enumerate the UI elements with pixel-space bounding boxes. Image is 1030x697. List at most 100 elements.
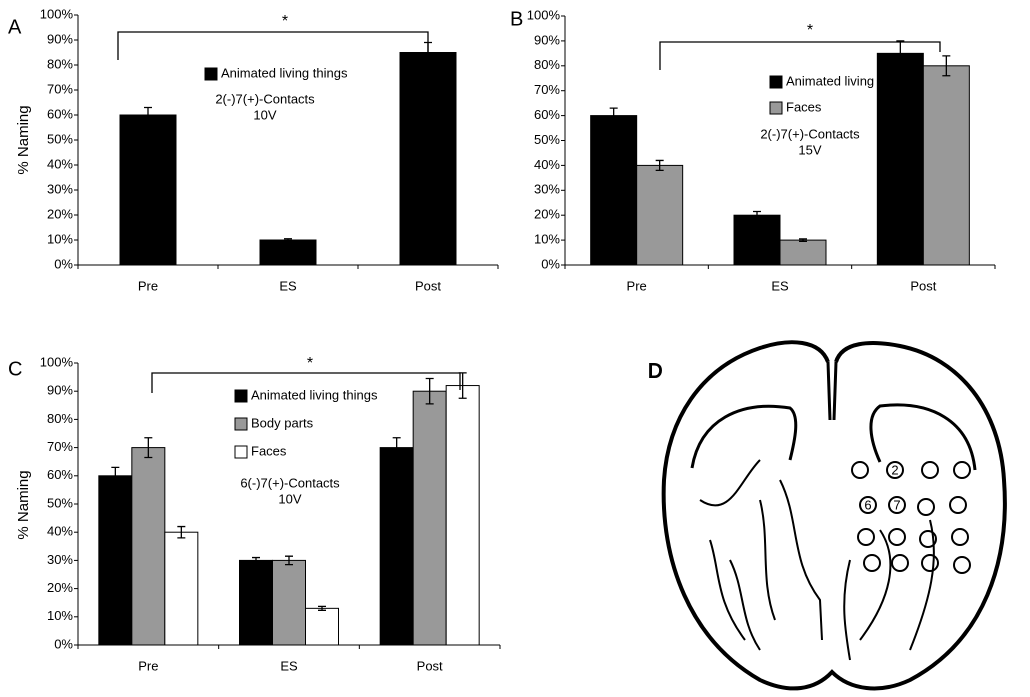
- error-bar: [392, 437, 401, 459]
- significance-bracket: [117, 31, 429, 60]
- chart-panel: B 0% 10% 20% 30% 40% 50% 60% 70% 80% 90% 100% Pre ES P…: [510, 7, 996, 293]
- error-bar: [177, 525, 186, 539]
- y-tick-label: 80%: [47, 411, 73, 426]
- bar: [412, 390, 447, 646]
- panel-letter: B: [510, 8, 523, 30]
- y-tick-label: 30%: [534, 182, 560, 197]
- y-tick-label: 100%: [40, 354, 74, 369]
- y-tick-label: 40%: [47, 524, 73, 539]
- brain-diagram: D 2 6 7: [648, 340, 1007, 691]
- bar: [590, 115, 638, 266]
- error-bar: [942, 55, 951, 77]
- y-axis-label: % Naming: [15, 105, 32, 174]
- panel-letter: C: [8, 358, 22, 380]
- y-tick-label: 0%: [541, 256, 560, 271]
- significance-bracket: [151, 372, 461, 393]
- electrode-label: 6: [864, 497, 871, 512]
- bar: [445, 385, 480, 646]
- y-tick-label: 30%: [47, 552, 73, 567]
- legend-label: Faces: [251, 443, 287, 458]
- y-tick-label: 60%: [47, 106, 73, 121]
- annotation: 10V: [278, 491, 301, 506]
- y-tick-label: 60%: [47, 467, 73, 482]
- y-tick-label: 40%: [47, 156, 73, 171]
- bar: [131, 447, 166, 646]
- chart-panel: C % Naming 0% 10% 20% 30% 40% 50% 60% 70% 80% 90% 10…: [8, 354, 501, 673]
- bar: [305, 607, 339, 646]
- annotation: 2(-)7(+)-Contacts: [215, 91, 315, 106]
- y-tick-label: 90%: [47, 383, 73, 398]
- significance-label: *: [307, 355, 313, 372]
- legend-label: Animated living things: [786, 73, 913, 88]
- y-tick-label: 0%: [54, 256, 73, 271]
- y-tick-label: 20%: [47, 580, 73, 595]
- legend-swatch: [769, 101, 783, 115]
- legend-swatch: [204, 67, 218, 81]
- x-tick-label: ES: [771, 278, 789, 293]
- error-bar: [252, 556, 260, 564]
- x-tick-label: ES: [279, 278, 297, 293]
- x-tick-label: Post: [910, 278, 936, 293]
- y-tick-label: 90%: [47, 31, 73, 46]
- electrode-label: 7: [893, 497, 900, 512]
- y-tick-label: 100%: [40, 6, 74, 21]
- error-bar: [144, 437, 153, 459]
- x-tick-label: Pre: [138, 278, 158, 293]
- annotation: 10V: [253, 107, 276, 122]
- error-bar: [144, 106, 152, 124]
- y-tick-label: 70%: [47, 81, 73, 96]
- error-bar: [753, 210, 761, 220]
- legend-label: Faces: [786, 99, 822, 114]
- y-tick-label: 40%: [534, 157, 560, 172]
- bar: [636, 164, 684, 266]
- y-tick-label: 30%: [47, 181, 73, 196]
- x-tick-label: Pre: [627, 278, 647, 293]
- legend-label: Animated living things: [221, 65, 348, 80]
- x-tick-label: Post: [417, 658, 443, 673]
- bar: [922, 65, 970, 266]
- x-tick-label: Pre: [138, 658, 158, 673]
- error-bar: [896, 40, 905, 67]
- bar: [779, 239, 827, 266]
- bar: [399, 52, 457, 266]
- y-tick-label: 50%: [47, 495, 73, 510]
- bar: [119, 114, 177, 266]
- significance-bracket: [659, 41, 941, 70]
- legend-swatch: [234, 445, 248, 459]
- y-tick-label: 50%: [47, 131, 73, 146]
- bar: [164, 531, 199, 646]
- y-tick-label: 10%: [47, 231, 73, 246]
- bar: [272, 559, 306, 646]
- significance-label: *: [282, 13, 288, 30]
- error-bar: [425, 377, 434, 405]
- y-tick-label: 0%: [54, 636, 73, 651]
- y-tick-label: 10%: [534, 232, 560, 247]
- legend-swatch: [234, 417, 248, 431]
- bar: [379, 447, 414, 646]
- y-tick-label: 80%: [534, 57, 560, 72]
- y-tick-label: 10%: [47, 608, 73, 623]
- annotation: 2(-)7(+)-Contacts: [760, 126, 860, 141]
- electrode-label: 2: [891, 462, 898, 477]
- significance-label: *: [807, 22, 813, 39]
- panel-letter: A: [8, 16, 22, 38]
- error-bar: [609, 107, 618, 124]
- error-bar: [655, 159, 664, 172]
- x-tick-label: ES: [280, 658, 298, 673]
- y-tick-label: 80%: [47, 56, 73, 71]
- panel-letter: D: [648, 360, 662, 382]
- error-bar: [111, 466, 120, 485]
- error-bar: [284, 238, 292, 242]
- legend-label: Animated living things: [251, 387, 378, 402]
- chart-panel: A % Naming 0% 10% 20% 30% 40% 50% 60% 70% 80% 90% 10…: [8, 6, 499, 293]
- y-tick-label: 50%: [534, 132, 560, 147]
- y-tick-label: 20%: [47, 206, 73, 221]
- y-tick-label: 70%: [534, 82, 560, 97]
- error-bar: [318, 605, 326, 611]
- y-tick-label: 60%: [534, 107, 560, 122]
- bar: [98, 475, 133, 646]
- x-tick-label: Post: [415, 278, 441, 293]
- legend-swatch: [769, 75, 783, 89]
- y-tick-label: 90%: [534, 32, 560, 47]
